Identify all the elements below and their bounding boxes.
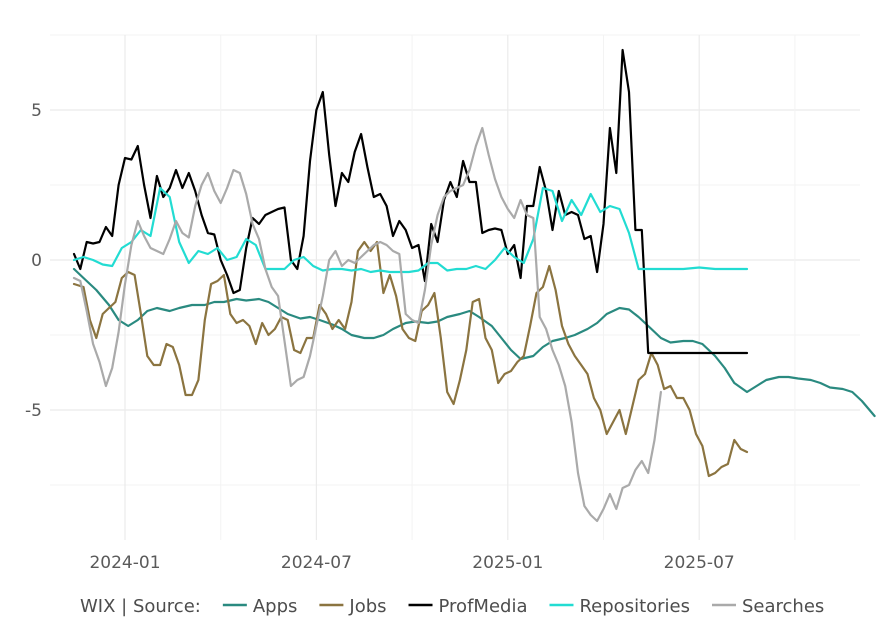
- x-tick-label: 2025-01: [472, 553, 543, 573]
- y-tick-label: 5: [31, 101, 42, 121]
- y-tick-label: 0: [31, 251, 42, 271]
- legend-title: WIX | Source:: [80, 596, 201, 617]
- series-line-repositories: [72, 186, 749, 274]
- legend-label-apps: Apps: [253, 596, 298, 617]
- legend-label-profmedia: ProfMedia: [439, 596, 528, 617]
- x-tick-label: 2024-01: [89, 553, 160, 573]
- axis-layer: 5 0 -5 2024-01 2024-07 2025-01 2025-07: [25, 101, 735, 573]
- series-line-searches: [72, 126, 662, 523]
- series-layer: [72, 48, 876, 523]
- x-tick-label: 2025-07: [664, 553, 735, 573]
- series-line-profmedia: [72, 48, 749, 355]
- legend-label-repositories: Repositories: [579, 596, 690, 617]
- x-tick-label: 2024-07: [281, 553, 352, 573]
- y-tick-label: -5: [25, 401, 42, 421]
- legend-label-jobs: Jobs: [348, 596, 386, 617]
- legend: WIX | Source: Apps Jobs ProfMedia Repositor…: [80, 596, 824, 617]
- series-line-jobs: [72, 240, 749, 478]
- series-line-apps: [72, 267, 876, 418]
- legend-label-searches: Searches: [742, 596, 824, 617]
- grid-layer: [50, 34, 860, 540]
